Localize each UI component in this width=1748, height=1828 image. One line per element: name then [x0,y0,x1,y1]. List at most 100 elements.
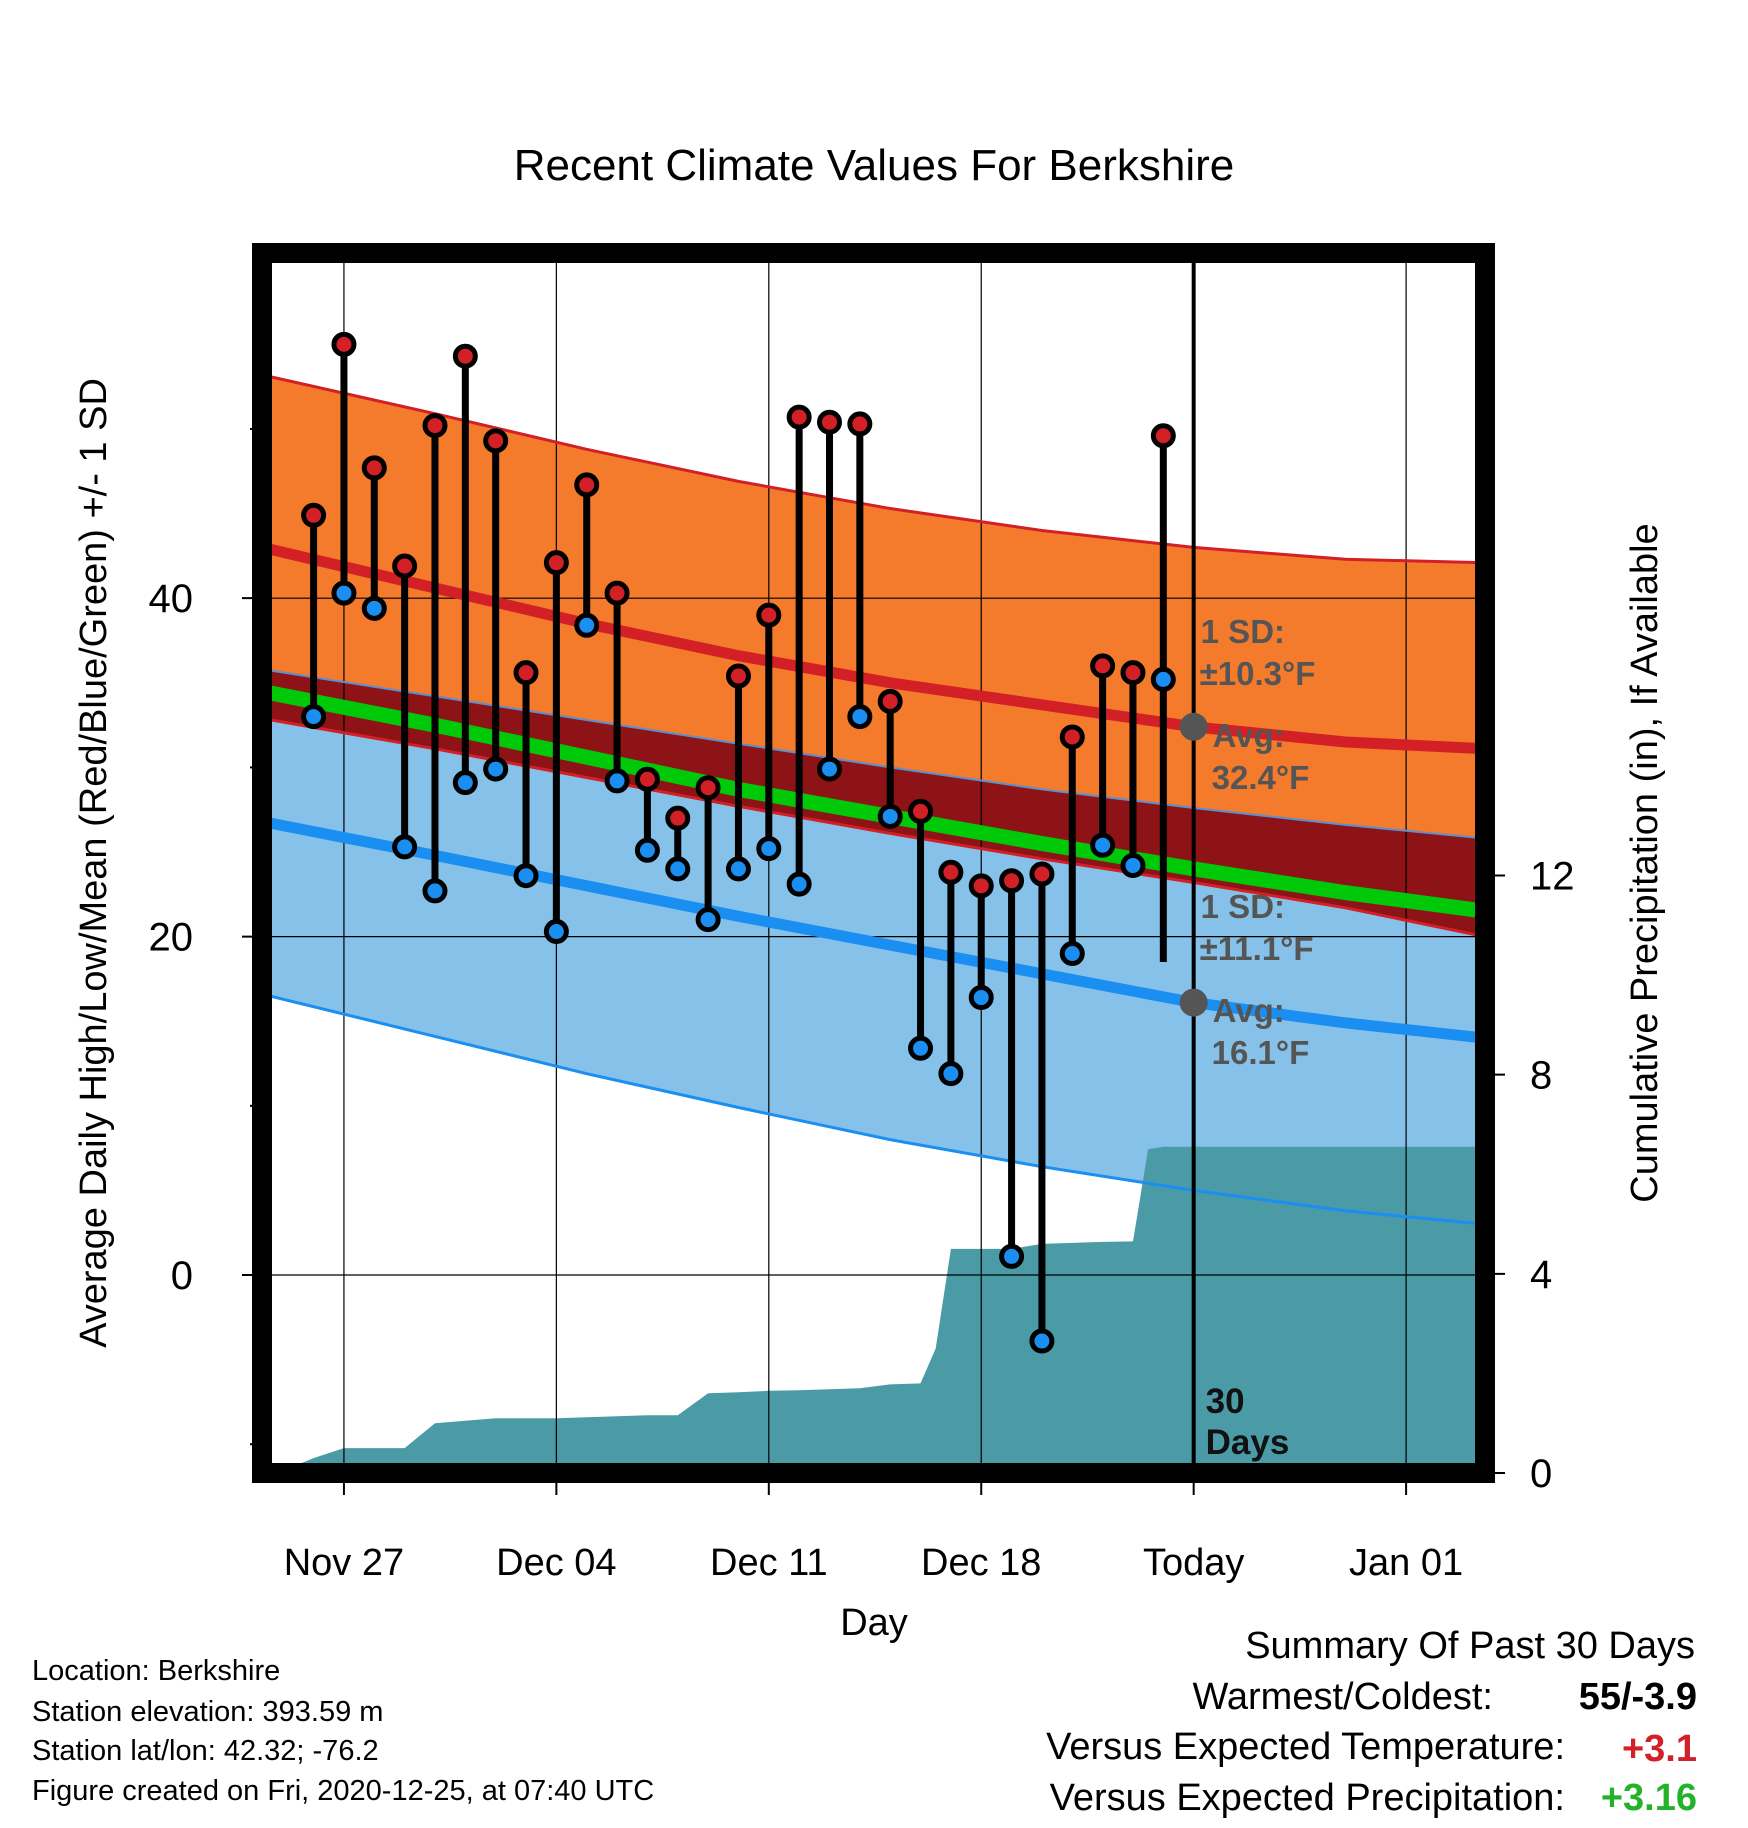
high-point [938,859,964,885]
high-point [483,428,509,454]
high-avg-label: Avg: [1213,717,1285,754]
summary-panel: Summary Of Past 30 Days Warmest/Coldest:… [1046,1625,1697,1819]
high-point [695,775,721,801]
low-point [908,1035,934,1061]
high-plus-sd-line [262,373,1485,565]
low-avg-value: 16.1°F [1212,1034,1310,1071]
high-point [1120,660,1146,686]
low-point [513,863,539,889]
high-point [665,805,691,831]
low-sd-value: ±11.1°F [1200,930,1314,967]
high-sd-value: ±10.3°F [1200,655,1316,692]
high-point [1090,653,1116,679]
y2-tick-label: 4 [1530,1253,1552,1297]
low-point [483,756,509,782]
high-sd-label: 1 SD: [1201,613,1285,650]
y2-axis-label: Cumulative Precipitation (in), If Availa… [1624,523,1666,1202]
low-minus-sd-line [262,992,1485,1226]
high-point [1029,861,1055,887]
y2-tick-label: 12 [1530,854,1575,898]
high-point [877,688,903,714]
y-tick-label: 20 [149,916,194,960]
low-point [543,919,569,945]
axes: 0 20 40 0 4 8 12 Nov 27 Dec 04 Dec 11 Dec 18 Today J… [149,427,1575,1584]
low-sd-label: 1 SD: [1201,888,1285,925]
x-tick-label: Jan 01 [1349,1542,1463,1584]
warm-cold-label: Warmest/Coldest: [1192,1676,1493,1718]
low-point [695,907,721,933]
low-avg-label: Avg: [1213,992,1285,1029]
low-plus-sd-line [262,716,1485,939]
annotations: 1 SD: ±10.3°F Avg: 32.4°F 1 SD: ±11.1°F Avg: 16… [1179,613,1316,1462]
figure-created: Figure created on Fri, 2020-12-25, at 07… [32,1775,654,1807]
y-tick-label: 40 [149,577,194,621]
low-point [452,770,478,796]
low-point [422,878,448,904]
high-point [756,602,782,628]
low-point [574,612,600,638]
precip-area [262,1146,1485,1473]
precipitation-area [262,1146,1485,1473]
high-avg-marker [1179,712,1208,741]
summary-title: Summary Of Past 30 Days [1245,1625,1695,1667]
x-tick-label: Nov 27 [284,1542,404,1584]
station-latlon: Station lat/lon: 42.32; -76.2 [32,1735,379,1767]
x-tick-label: Dec 18 [921,1542,1041,1584]
high-point [543,550,569,576]
y-axis-label: Average Daily High/Low/Mean (Red/Blue/Gr… [73,378,115,1348]
high-point [725,663,751,689]
temp-label: Versus Expected Temperature: [1046,1726,1565,1768]
y2-tick-label: 0 [1530,1452,1552,1496]
high-point [513,660,539,686]
days-word-label: Days [1206,1423,1290,1462]
low-avg-marker [1179,988,1208,1017]
low-point [1150,666,1176,692]
precip-value: +3.16 [1601,1777,1697,1819]
high-avg-line [262,542,1485,755]
low-point [634,837,660,863]
warm-cold-value: 55/-3.9 [1579,1676,1697,1718]
y-tick-label: 0 [171,1254,193,1298]
low-point [938,1061,964,1087]
high-point [604,580,630,606]
high-avg-value: 32.4°F [1212,759,1310,796]
low-point [1059,941,1085,967]
high-point [847,411,873,437]
high-point [361,455,387,481]
station-elevation: Station elevation: 393.59 m [32,1696,383,1728]
normals-bands [262,374,1485,1225]
high-point [1059,724,1085,750]
daily-range-bars [310,344,1167,1342]
daily-points [301,331,1176,1354]
high-point [968,873,994,899]
low-avg-line [262,816,1485,1044]
low-point [756,836,782,862]
station-location: Location: Berkshire [32,1655,280,1687]
low-point [392,834,418,860]
high-point [908,798,934,824]
temp-value: +3.1 [1622,1728,1697,1770]
y2-tick-label: 8 [1530,1054,1552,1098]
low-point [331,580,357,606]
x-tick-label: Dec 11 [710,1542,828,1584]
high-point [574,472,600,498]
low-point [361,595,387,621]
chart-title: Recent Climate Values For Berkshire [514,141,1235,190]
x-tick-label: Dec 04 [496,1542,616,1584]
x-axis-label: Day [840,1602,908,1644]
station-info: Location: Berkshire Station elevation: 3… [32,1655,654,1807]
high-point [786,404,812,430]
low-point [786,871,812,897]
x-tick-label: Today [1143,1542,1244,1584]
low-point [1120,853,1146,879]
low-point [877,803,903,829]
low-point [725,856,751,882]
low-point [1029,1328,1055,1354]
high-point [1150,423,1176,449]
high-point [452,343,478,369]
plot-frame [252,243,1495,1483]
low-point [1090,832,1116,858]
days-count-label: 30 [1206,1382,1245,1421]
precip-label: Versus Expected Precipitation: [1050,1777,1565,1819]
